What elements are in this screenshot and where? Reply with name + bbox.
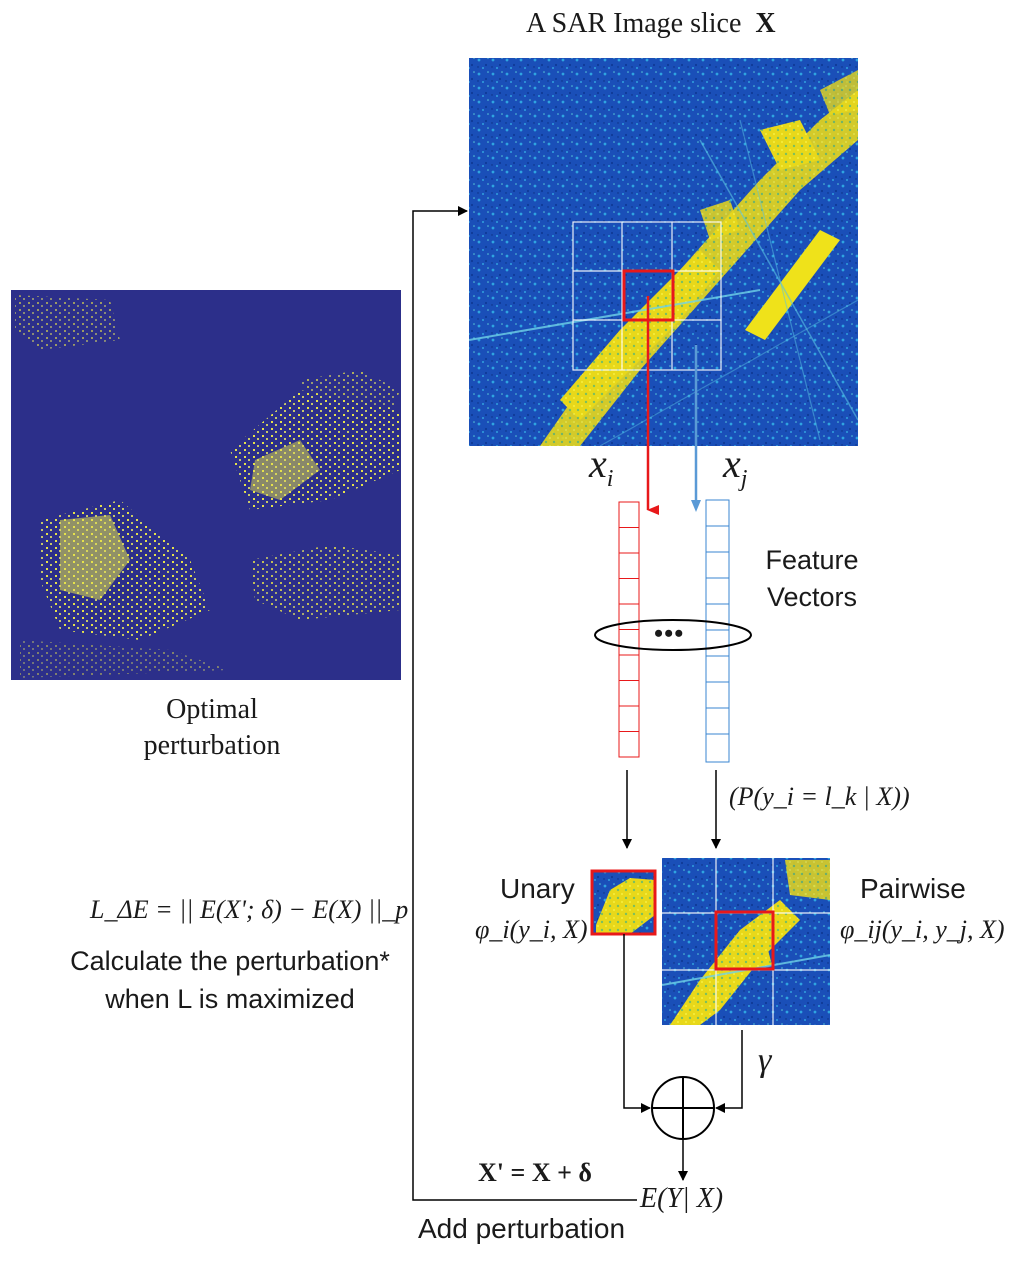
xj-label: xj [723,441,748,492]
feature-vector-j [705,499,730,763]
sar-title: A SAR Image slice X [526,8,776,39]
xi-label: xi [589,441,614,492]
probability-formula: (P(y_i = l_k | X)) [729,782,910,811]
unary-to-sum-line [623,934,651,1113]
sar-image [469,58,858,446]
pairwise-to-sum-line [715,1030,743,1113]
loss-formula: L_ΔE = || E(X'; δ) − E(X) ||_p [90,895,409,924]
vector-link-ellipse [594,619,752,651]
update-formula: X' = X + δ [478,1158,592,1187]
blue-arrow [691,345,701,512]
add-perturbation-label: Add perturbation [418,1213,626,1244]
ellipsis-dots: ••• [654,619,685,648]
perturbation-label: Optimal perturbation [143,694,281,761]
feedback-loop-line [412,206,637,1201]
perturbation-image [11,290,401,680]
unary-label: Unary [500,873,575,904]
unary-patch [590,869,657,936]
feature-vectors-label: Feature Vectors [765,545,859,612]
gamma-label: γ [758,1042,772,1079]
energy-formula: E(Y| X) [640,1183,724,1214]
sum-node-icon [651,1076,715,1140]
pairwise-label: Pairwise [860,873,966,904]
pairwise-formula: φ_ij(y_i, y_j, X) [840,915,1005,944]
feature-vector-i [618,501,640,758]
pairwise-patch [662,858,830,1025]
unary-formula: φ_i(y_i, X) [475,915,588,944]
calc-text: Calculate the perturbation* when L is ma… [70,946,390,1014]
sar-title-symbol: X [755,8,776,39]
